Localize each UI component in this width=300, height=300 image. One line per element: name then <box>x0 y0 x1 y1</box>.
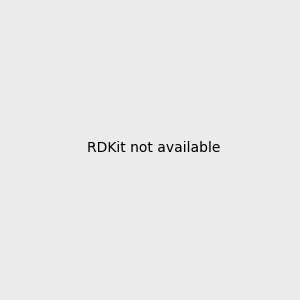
Text: RDKit not available: RDKit not available <box>87 140 220 154</box>
